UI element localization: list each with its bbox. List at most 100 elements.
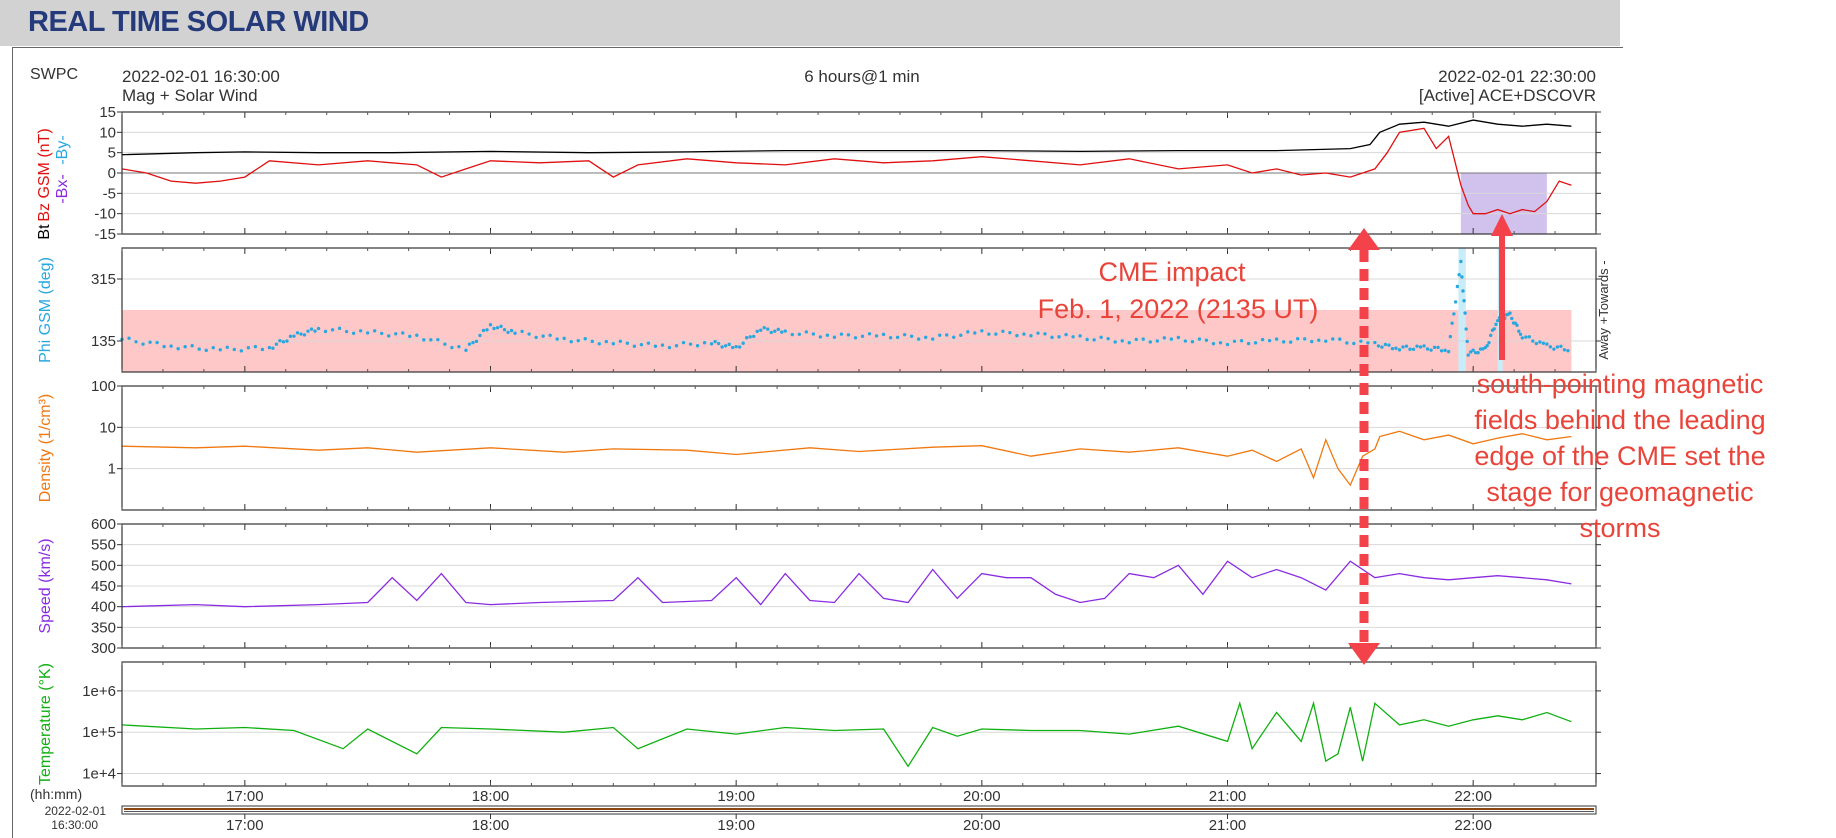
phi-point	[380, 331, 384, 336]
south-text-line: stage for geomagnetic	[1486, 477, 1753, 507]
panel-frame-temperature	[121, 661, 1597, 787]
phi-point	[302, 333, 307, 337]
phi-point	[534, 335, 538, 340]
phi-point	[278, 339, 282, 343]
phi-point	[481, 328, 486, 333]
phi-point	[1418, 345, 1423, 349]
phi-point	[1204, 338, 1209, 342]
phi-point	[299, 332, 303, 336]
span-label: 6 hours@1 min	[804, 67, 920, 86]
phi-point	[1078, 334, 1082, 338]
phi-point	[478, 333, 482, 338]
phi-point	[1373, 340, 1377, 345]
phi-point	[755, 329, 759, 334]
y-tick-label: 100	[91, 378, 116, 395]
phi-point	[959, 333, 963, 337]
y-tick-label: 500	[91, 557, 116, 574]
bz-axis-title: Bz GSM (nT)	[36, 128, 53, 221]
phi-point	[1274, 337, 1279, 341]
phi-point	[713, 339, 717, 344]
phi-point	[1317, 338, 1321, 342]
phi-point	[1460, 275, 1464, 279]
phi-point	[232, 347, 237, 352]
x-tick-label: 17:00	[226, 788, 264, 805]
phi-point	[204, 348, 208, 353]
phi-point	[1559, 344, 1563, 348]
phi-point	[1183, 339, 1188, 343]
phi-point	[1225, 342, 1230, 347]
x-tick-label-bottom: 17:00	[226, 817, 264, 834]
phi-point	[1538, 340, 1542, 344]
phi-point	[1141, 337, 1145, 341]
phi-point	[1155, 339, 1160, 343]
phi-point	[702, 341, 707, 345]
phi-point	[660, 343, 665, 347]
phi-point	[415, 333, 419, 337]
satellite-label: [Active] ACE+DSCOVR	[1419, 86, 1596, 105]
start-time-label: 2022-02-01 16:30:00	[122, 67, 280, 86]
phi-point	[1515, 323, 1519, 327]
phi-point	[1176, 335, 1181, 340]
phi-point	[1190, 340, 1195, 344]
phi-point	[1492, 327, 1496, 331]
phi-point	[783, 329, 787, 333]
phi-point	[804, 330, 809, 334]
south-text-line: edge of the CME set the	[1474, 441, 1765, 471]
series-bt	[121, 119, 1572, 156]
phi-point	[260, 347, 265, 352]
phi-point	[1489, 333, 1493, 338]
phi-point	[316, 326, 321, 331]
phi-point	[225, 345, 229, 350]
phi-point	[1485, 343, 1489, 348]
phi-point	[569, 340, 573, 344]
phi-point	[888, 336, 893, 340]
phi-point	[218, 348, 222, 352]
phi-point	[1459, 259, 1463, 264]
phi-point	[846, 333, 851, 337]
phi-point	[1394, 346, 1398, 350]
phi-point	[667, 345, 672, 350]
phi-point	[471, 340, 475, 345]
phi-point	[1092, 338, 1096, 342]
phi-point	[734, 344, 738, 349]
phi-point	[1022, 332, 1026, 336]
phi-point	[1043, 332, 1047, 336]
phi-point	[980, 329, 984, 333]
phi-point	[762, 325, 766, 330]
phi-point	[183, 345, 187, 349]
phi-point	[766, 327, 770, 331]
phi-point	[909, 334, 914, 338]
axes-layer: 15 10 5 0 -5 -10 -15 315 135 100 10 1 600 550 500 450 40…	[82, 104, 1601, 819]
phi-point	[1281, 340, 1286, 344]
phi-point	[285, 339, 289, 343]
phi-point	[401, 331, 405, 335]
phi-point	[1566, 348, 1570, 353]
page-title: REAL TIME SOLAR WIND	[28, 6, 369, 38]
phi-point	[509, 328, 514, 333]
phi-point	[1387, 343, 1391, 347]
phi-point	[1466, 353, 1470, 357]
phi-point	[1015, 333, 1019, 338]
phi-point	[1478, 347, 1483, 351]
phi-point	[576, 338, 580, 343]
y-tick-label: 600	[91, 516, 116, 533]
phi-point	[860, 334, 865, 339]
phi-point	[1310, 339, 1314, 344]
phi-point	[127, 336, 131, 340]
phi-point	[513, 331, 517, 335]
phi-point	[1548, 345, 1553, 349]
phi-point	[1494, 322, 1498, 327]
y-tick-label: 0	[108, 165, 116, 182]
phi-point	[653, 344, 658, 348]
phi-point	[1439, 349, 1444, 353]
phi-point	[246, 346, 251, 350]
phi-point	[148, 340, 152, 344]
phi-point	[295, 331, 300, 335]
phi-point	[818, 335, 823, 339]
phi-point	[1050, 335, 1054, 340]
annotation-layer: CME impact Feb. 1, 2022 (2135 UT) south-…	[1038, 214, 1766, 665]
phi-point	[365, 331, 370, 335]
phi-point	[720, 345, 724, 349]
phi-point	[727, 342, 731, 347]
bx-axis-title: -Bx-	[54, 174, 71, 203]
